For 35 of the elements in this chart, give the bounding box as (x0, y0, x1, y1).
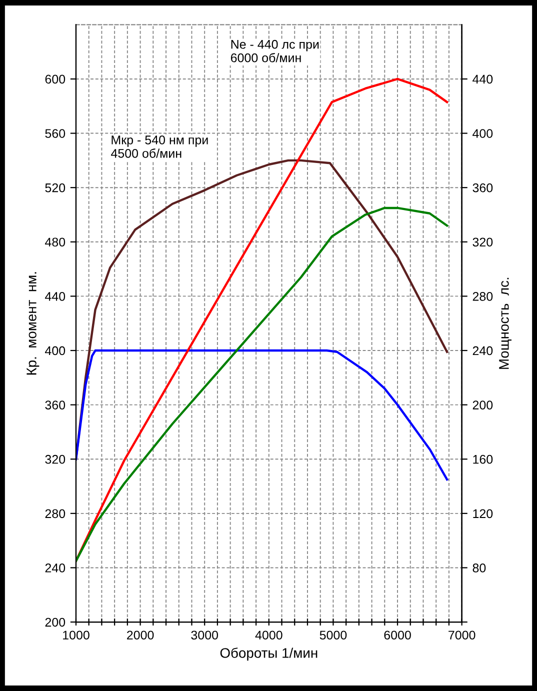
y2-tick-label: 240 (472, 346, 493, 356)
x-tick-label: 3000 (191, 630, 218, 640)
y-tick-label: 240 (45, 564, 66, 572)
y2-tick-label: 80 (472, 564, 486, 572)
y2-tick-label: 440 (472, 74, 493, 84)
y2-tick-label: 200 (472, 400, 493, 410)
y-axis-title: Кр. момент нм. (26, 272, 40, 375)
line-series (76, 349, 448, 481)
y2-tick-label: 320 (472, 238, 493, 247)
y-tick-label: 480 (45, 238, 66, 247)
line-series (76, 206, 448, 562)
y2-axis-title: Мощность лс. (499, 278, 512, 369)
y-tick-label: 600 (45, 74, 66, 84)
y-tick-label: 520 (45, 183, 66, 192)
x-tick-label: 4000 (255, 630, 282, 640)
y-tick-label: 200 (45, 618, 66, 627)
y2-tick-label: 160 (473, 454, 493, 464)
y2-tick-label: 120 (473, 509, 493, 518)
x-tick-label: 7000 (448, 630, 476, 640)
y2-tick-label: 360 (472, 183, 493, 192)
x-tick-label: 2000 (127, 630, 154, 640)
y-tick-label: 280 (45, 509, 66, 518)
x-tick-label: 5000 (320, 630, 347, 640)
x-axis-title: Обороты 1/мин (220, 648, 318, 661)
annotation: Ne - 440 лс при 6000 об/мин (230, 40, 319, 62)
y-tick-label: 440 (45, 292, 66, 301)
annotation: Mкр - 540 нм при 4500 об/мин (111, 136, 208, 158)
y-tick-label: 400 (45, 346, 66, 356)
y-tick-label: 360 (45, 400, 66, 410)
x-tick-label: 1000 (63, 630, 90, 640)
y2-tick-label: 400 (472, 129, 493, 138)
x-tick-label: 6000 (384, 630, 411, 640)
y-tick-label: 320 (45, 454, 66, 464)
y2-tick-label: 280 (472, 292, 493, 301)
y-tick-label: 560 (45, 129, 66, 138)
